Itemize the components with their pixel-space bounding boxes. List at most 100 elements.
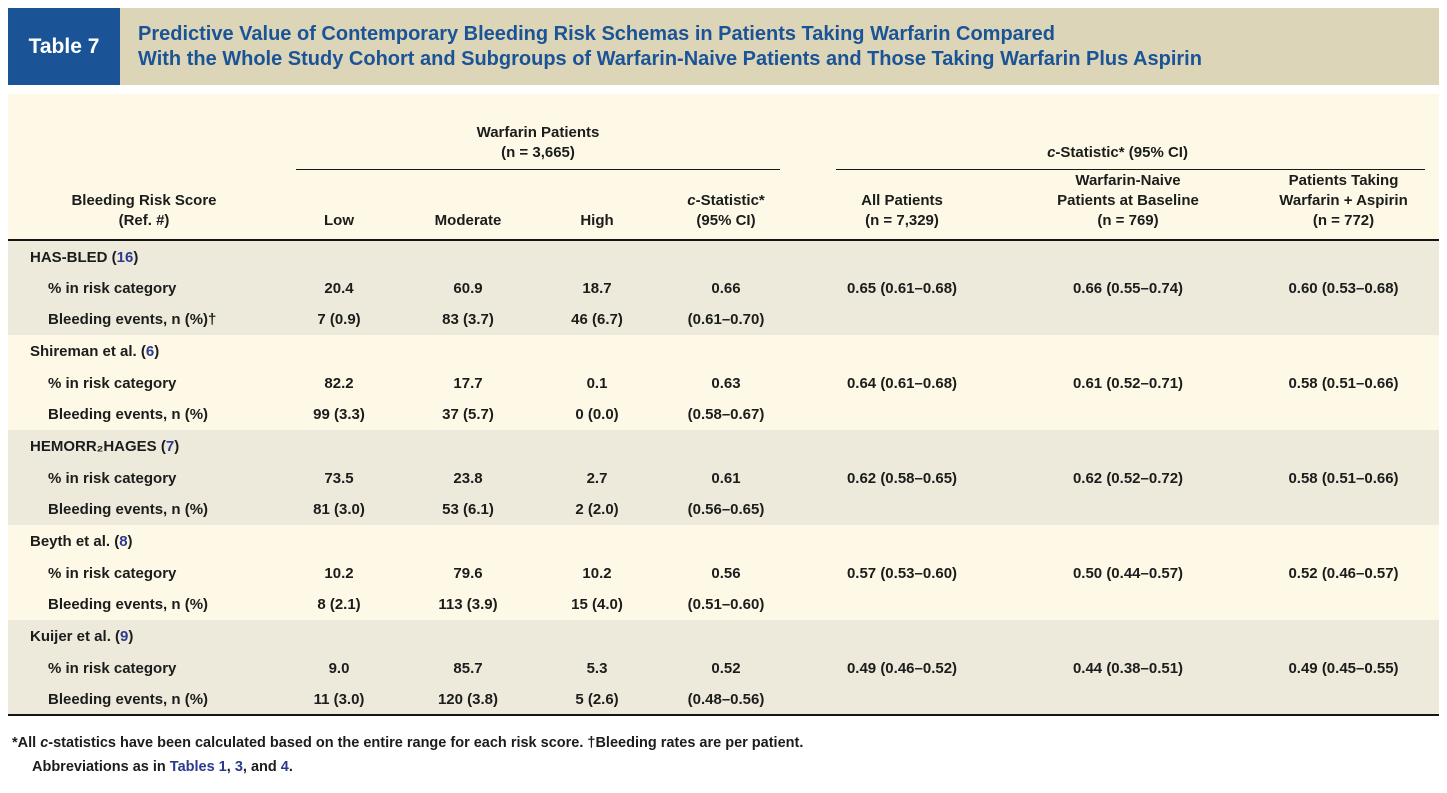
cell-low: 81 (3.0) bbox=[313, 501, 365, 518]
cell-aspirin: 0.52 (0.46–0.57) bbox=[1288, 565, 1399, 582]
cell-naive bbox=[1008, 684, 1248, 716]
cell-high: 2.7 bbox=[586, 470, 608, 487]
table-row: Bleeding events, n (%)† 7 (0.9) 83 (3.7) 46… bbox=[8, 304, 1440, 335]
cell-cstat: (0.56–0.65) bbox=[687, 501, 765, 518]
col-warfarin-naive: Warfarin-Naive Patients at Baseline (n =… bbox=[1008, 170, 1248, 241]
cell-naive bbox=[1008, 399, 1248, 430]
reference-link[interactable]: 9 bbox=[120, 628, 129, 645]
table-row: Bleeding events, n (%) 8 (2.1) 113 (3.9) 15… bbox=[8, 589, 1440, 620]
cell-moderate: 60.9 bbox=[453, 280, 483, 297]
reference-link[interactable]: 7 bbox=[165, 438, 175, 455]
data-table: Warfarin Patients (n = 3,665) c-Statisti… bbox=[8, 94, 1440, 716]
section-title: Beyth et al. (8) bbox=[30, 533, 133, 550]
section-header-row: HAS-BLED (16) bbox=[8, 240, 1440, 273]
col-high: High bbox=[538, 170, 656, 241]
row-label: % in risk category bbox=[48, 375, 177, 392]
cell-naive: 0.62 (0.52–0.72) bbox=[1072, 470, 1184, 487]
cell-moderate: 53 (6.1) bbox=[442, 501, 494, 518]
cell-aspirin bbox=[1248, 589, 1439, 620]
cell-all bbox=[796, 399, 1008, 430]
cell-moderate: 23.8 bbox=[453, 470, 483, 487]
cell-high: 18.7 bbox=[582, 280, 612, 297]
section-row-filler bbox=[280, 525, 1439, 558]
table-header-band: Table 7 Predictive Value of Contemporary… bbox=[8, 8, 1439, 85]
cell-high: 46 (6.7) bbox=[571, 311, 623, 328]
cell-aspirin bbox=[1248, 399, 1439, 430]
table-row: % in risk category 10.2 79.6 10.2 0.56 0.57 (… bbox=[8, 558, 1440, 589]
table-row: Bleeding events, n (%) 99 (3.3) 37 (5.7) 0 … bbox=[8, 399, 1440, 430]
cell-all bbox=[796, 684, 1008, 716]
cell-naive: 0.50 (0.44–0.57) bbox=[1072, 565, 1184, 582]
row-label: % in risk category bbox=[48, 470, 177, 487]
cell-moderate: 83 (3.7) bbox=[442, 311, 494, 328]
cell-all: 0.57 (0.53–0.60) bbox=[846, 565, 958, 582]
table-title-line2: With the Whole Study Cohort and Subgroup… bbox=[138, 47, 1202, 70]
cell-all: 0.62 (0.58–0.65) bbox=[846, 470, 958, 487]
section-name-text: Beyth et al. bbox=[30, 533, 111, 550]
cell-naive: 0.66 (0.55–0.74) bbox=[1072, 280, 1184, 297]
table-row: % in risk category 20.4 60.9 18.7 0.66 0.65 (… bbox=[8, 273, 1440, 304]
table-title: Predictive Value of Contemporary Bleedin… bbox=[120, 8, 1439, 85]
section-header-row: Shireman et al. (6) bbox=[8, 335, 1440, 368]
corner-cell bbox=[8, 94, 280, 170]
table-reference-link[interactable]: 4 bbox=[280, 759, 289, 775]
cell-moderate: 85.7 bbox=[453, 660, 483, 677]
table-title-line1: Predictive Value of Contemporary Bleedin… bbox=[138, 22, 1055, 45]
cell-high: 5.3 bbox=[586, 660, 608, 677]
section-name-text: Shireman et al. bbox=[30, 343, 137, 360]
cell-low: 9.0 bbox=[328, 660, 350, 677]
row-label: Bleeding events, n (%) bbox=[48, 596, 209, 613]
table-reference-link[interactable]: 3 bbox=[234, 759, 243, 775]
cell-naive bbox=[1008, 494, 1248, 525]
footnote-text: , and bbox=[242, 759, 281, 775]
footnote-line2: Abbreviations as in Tables 1, 3, and 4. bbox=[12, 758, 1439, 777]
cell-naive: 0.61 (0.52–0.71) bbox=[1072, 375, 1184, 392]
table-row: Bleeding events, n (%) 11 (3.0) 120 (3.8) 5… bbox=[8, 684, 1440, 716]
footnote-line1: *All c-statistics have been calculated b… bbox=[12, 735, 804, 751]
cell-cstat: 0.52 bbox=[711, 660, 741, 677]
section-title: HAS-BLED (16) bbox=[30, 248, 139, 266]
cell-cstat: (0.58–0.67) bbox=[687, 406, 765, 423]
section-header-row: Kuijer et al. (9) bbox=[8, 620, 1440, 653]
cell-all bbox=[796, 304, 1008, 335]
col-low: Low bbox=[280, 170, 398, 241]
cell-cstat: 0.66 bbox=[711, 280, 741, 297]
cell-cstat: 0.56 bbox=[711, 565, 741, 582]
row-label: % in risk category bbox=[48, 565, 177, 582]
group-warfarin-line1: Warfarin Patients bbox=[476, 124, 600, 141]
cell-all: 0.65 (0.61–0.68) bbox=[846, 280, 958, 297]
table-row: % in risk category 9.0 85.7 5.3 0.52 0.49 (0.… bbox=[8, 653, 1440, 684]
row-label: Bleeding events, n (%)† bbox=[48, 311, 217, 328]
cell-low: 8 (2.1) bbox=[317, 596, 361, 613]
cell-all: 0.64 (0.61–0.68) bbox=[846, 375, 958, 392]
group-warfarin-line2: (n = 3,665) bbox=[501, 144, 575, 161]
table-number-label: Table 7 bbox=[8, 8, 120, 85]
section-title: Kuijer et al. (9) bbox=[30, 628, 134, 645]
cell-high: 15 (4.0) bbox=[571, 596, 623, 613]
cell-naive bbox=[1008, 589, 1248, 620]
row-label: % in risk category bbox=[48, 660, 177, 677]
cell-low: 10.2 bbox=[324, 565, 354, 582]
cell-all: 0.49 (0.46–0.52) bbox=[846, 660, 958, 677]
cell-low: 99 (3.3) bbox=[313, 406, 365, 423]
cell-aspirin: 0.60 (0.53–0.68) bbox=[1288, 280, 1399, 297]
table-row: Bleeding events, n (%) 81 (3.0) 53 (6.1) 2 … bbox=[8, 494, 1440, 525]
section-title: HEMORR₂HAGES (7) bbox=[30, 438, 180, 455]
cell-aspirin bbox=[1248, 684, 1440, 716]
cell-low: 20.4 bbox=[324, 280, 354, 297]
row-label: Bleeding events, n (%) bbox=[8, 684, 280, 716]
reference-link[interactable]: 8 bbox=[119, 533, 128, 550]
cstat-italic-c: c bbox=[1047, 144, 1056, 161]
table-reference-link[interactable]: Tables 1 bbox=[169, 759, 227, 775]
group-cstat-text: c-Statistic* (95% CI) bbox=[800, 143, 1435, 167]
cell-cstat: (0.48–0.56) bbox=[656, 684, 796, 716]
section-header-row: HEMORR₂HAGES (7) bbox=[8, 430, 1440, 463]
cell-high: 10.2 bbox=[582, 565, 612, 582]
reference-link[interactable]: 6 bbox=[145, 343, 155, 360]
cell-aspirin bbox=[1248, 494, 1439, 525]
cell-cstat: 0.61 bbox=[711, 470, 741, 487]
cell-moderate: 37 (5.7) bbox=[442, 406, 494, 423]
reference-link[interactable]: 16 bbox=[116, 248, 134, 266]
group-underline-left bbox=[296, 169, 780, 170]
cell-high: 0 (0.0) bbox=[575, 406, 619, 423]
